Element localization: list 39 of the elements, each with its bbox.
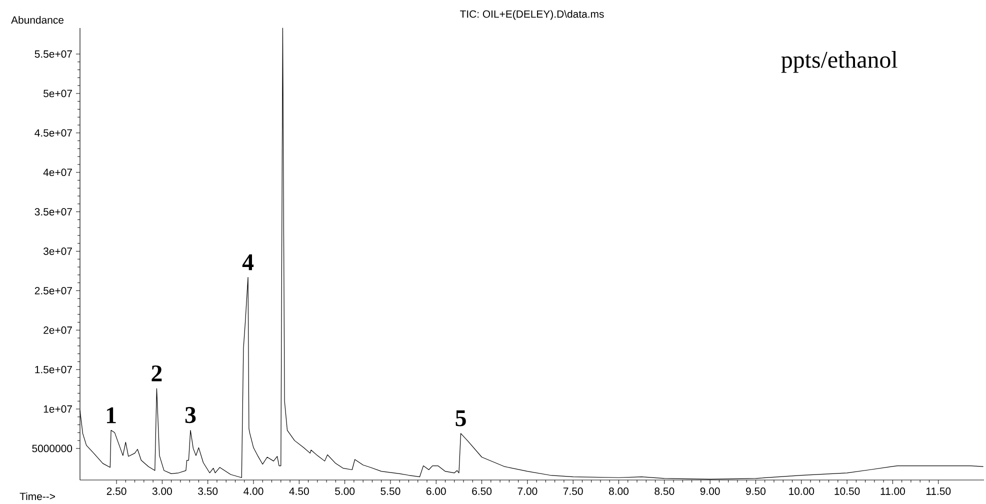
x-tick-label: 4.50 — [289, 488, 309, 495]
annotation: ppts/ethanol — [781, 51, 898, 73]
chart-title: TIC: OIL+E(DELEY).D\data.ms — [460, 10, 604, 20]
x-tick-label: 7.00 — [518, 488, 538, 495]
y-tick-label: 2e+07 — [44, 326, 72, 334]
y-tick-label: 5000000 — [32, 444, 72, 452]
x-tick-label: 2.50 — [106, 488, 126, 495]
annotation: 2 — [152, 365, 162, 382]
y-tick-label: 2.5e+07 — [34, 286, 72, 294]
y-tick-label: 3e+07 — [43, 248, 72, 255]
x-tick-label: 3.50 — [198, 488, 218, 495]
y-tick-label: 1.5e+07 — [35, 366, 72, 374]
x-tick-label: 8.00 — [609, 488, 629, 495]
x-tick-label: 6.00 — [426, 488, 446, 495]
y-tick-label: 5.5e+07 — [34, 50, 72, 58]
x-tick-label: 11.00 — [880, 488, 905, 495]
annotation: 5 — [456, 410, 466, 426]
y-axis-title: Abundance — [11, 16, 64, 24]
y-tick-label: 5e+07 — [44, 90, 72, 98]
x-tick-label: 11.50 — [926, 488, 951, 495]
x-tick-label: 5.50 — [380, 488, 400, 495]
x-tick-label: 6.50 — [472, 488, 492, 495]
y-tick-label: 4e+07 — [43, 168, 72, 176]
x-tick-label: 9.50 — [746, 488, 766, 495]
x-tick-label: 10.50 — [834, 488, 860, 495]
x-tick-label: 5.00 — [335, 488, 355, 495]
annotation: 1 — [106, 407, 116, 424]
x-tick-label: 10.00 — [789, 488, 814, 495]
x-tick-label: 9.00 — [700, 488, 720, 495]
y-tick-label: 4.5e+07 — [34, 129, 72, 137]
x-axis-title: Time--> — [20, 492, 55, 500]
x-tick-label: 7.50 — [563, 488, 583, 495]
x-tick-label: 8.50 — [654, 488, 674, 495]
x-tick-label: 4.00 — [244, 488, 264, 495]
x-tick-label: 3.00 — [152, 488, 172, 495]
annotation: 3 — [185, 407, 196, 424]
annotation: 4 — [242, 254, 254, 270]
y-tick-label: 3.5e+07 — [34, 208, 72, 216]
y-tick-label: 1e+07 — [44, 405, 72, 413]
